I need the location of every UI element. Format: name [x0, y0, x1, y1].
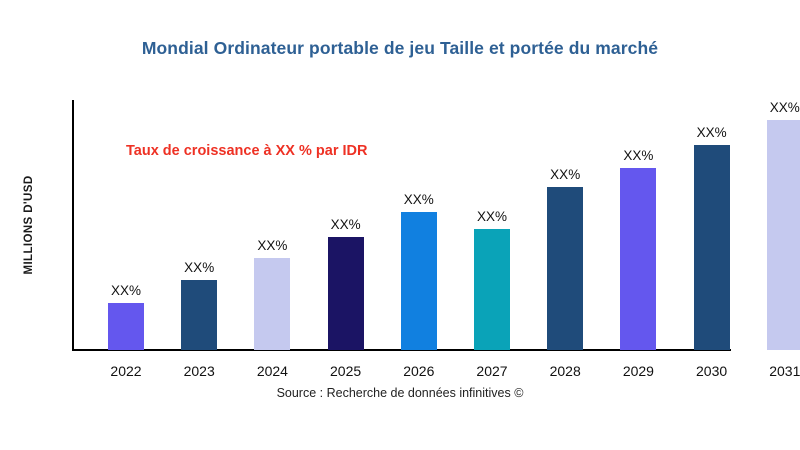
bar-2029[interactable] [620, 168, 657, 350]
x-tick-2027: 2027 [476, 363, 508, 379]
x-axis-tick-labels: 2022 2023 2024 2025 2026 2027 2028 2029 2030 2031 [0, 351, 800, 381]
x-tick-2025: 2025 [330, 363, 362, 379]
bar-2030[interactable] [693, 145, 730, 350]
x-tick-2031: 2031 [769, 363, 800, 379]
x-axis-line [72, 349, 731, 351]
bar-value-label-2027: XX% [476, 208, 508, 224]
bar-value-label-2024: XX% [257, 237, 288, 253]
x-tick-2024: 2024 [256, 363, 288, 379]
bar-2025[interactable] [327, 237, 364, 350]
bar-value-label-2029: XX% [623, 147, 654, 163]
bar-value-label-2031: XX% [769, 99, 800, 115]
bar-2024[interactable] [254, 258, 291, 350]
bar-2022[interactable] [108, 303, 144, 350]
bar-value-label-2026: XX% [403, 191, 434, 207]
x-tick-2030: 2030 [696, 363, 728, 379]
bar-value-label-2030: XX% [696, 124, 727, 140]
bar-value-label-2023: XX% [184, 259, 215, 275]
bar-2026[interactable] [400, 212, 437, 350]
bar-value-label-2025: XX% [330, 216, 361, 232]
bar-value-label-2028: XX% [550, 166, 581, 182]
bar-2028[interactable] [547, 187, 584, 350]
x-tick-2026: 2026 [403, 363, 435, 379]
bar-2023[interactable] [181, 280, 218, 350]
y-axis-line [72, 100, 74, 351]
bar-2031[interactable] [766, 120, 800, 350]
source-note: Source : Recherche de données infinitive… [276, 386, 524, 400]
bar-value-label-2022: XX% [110, 282, 142, 298]
x-tick-2022: 2022 [110, 363, 142, 379]
chart-title: Mondial Ordinateur portable de jeu Taill… [141, 38, 659, 58]
growth-rate-annotation: Taux de croissance à XX % par IDR [126, 143, 368, 159]
x-tick-2023: 2023 [183, 363, 215, 379]
x-tick-2029: 2029 [622, 363, 654, 379]
bar-2027[interactable] [474, 229, 510, 350]
x-tick-2028: 2028 [549, 363, 581, 379]
